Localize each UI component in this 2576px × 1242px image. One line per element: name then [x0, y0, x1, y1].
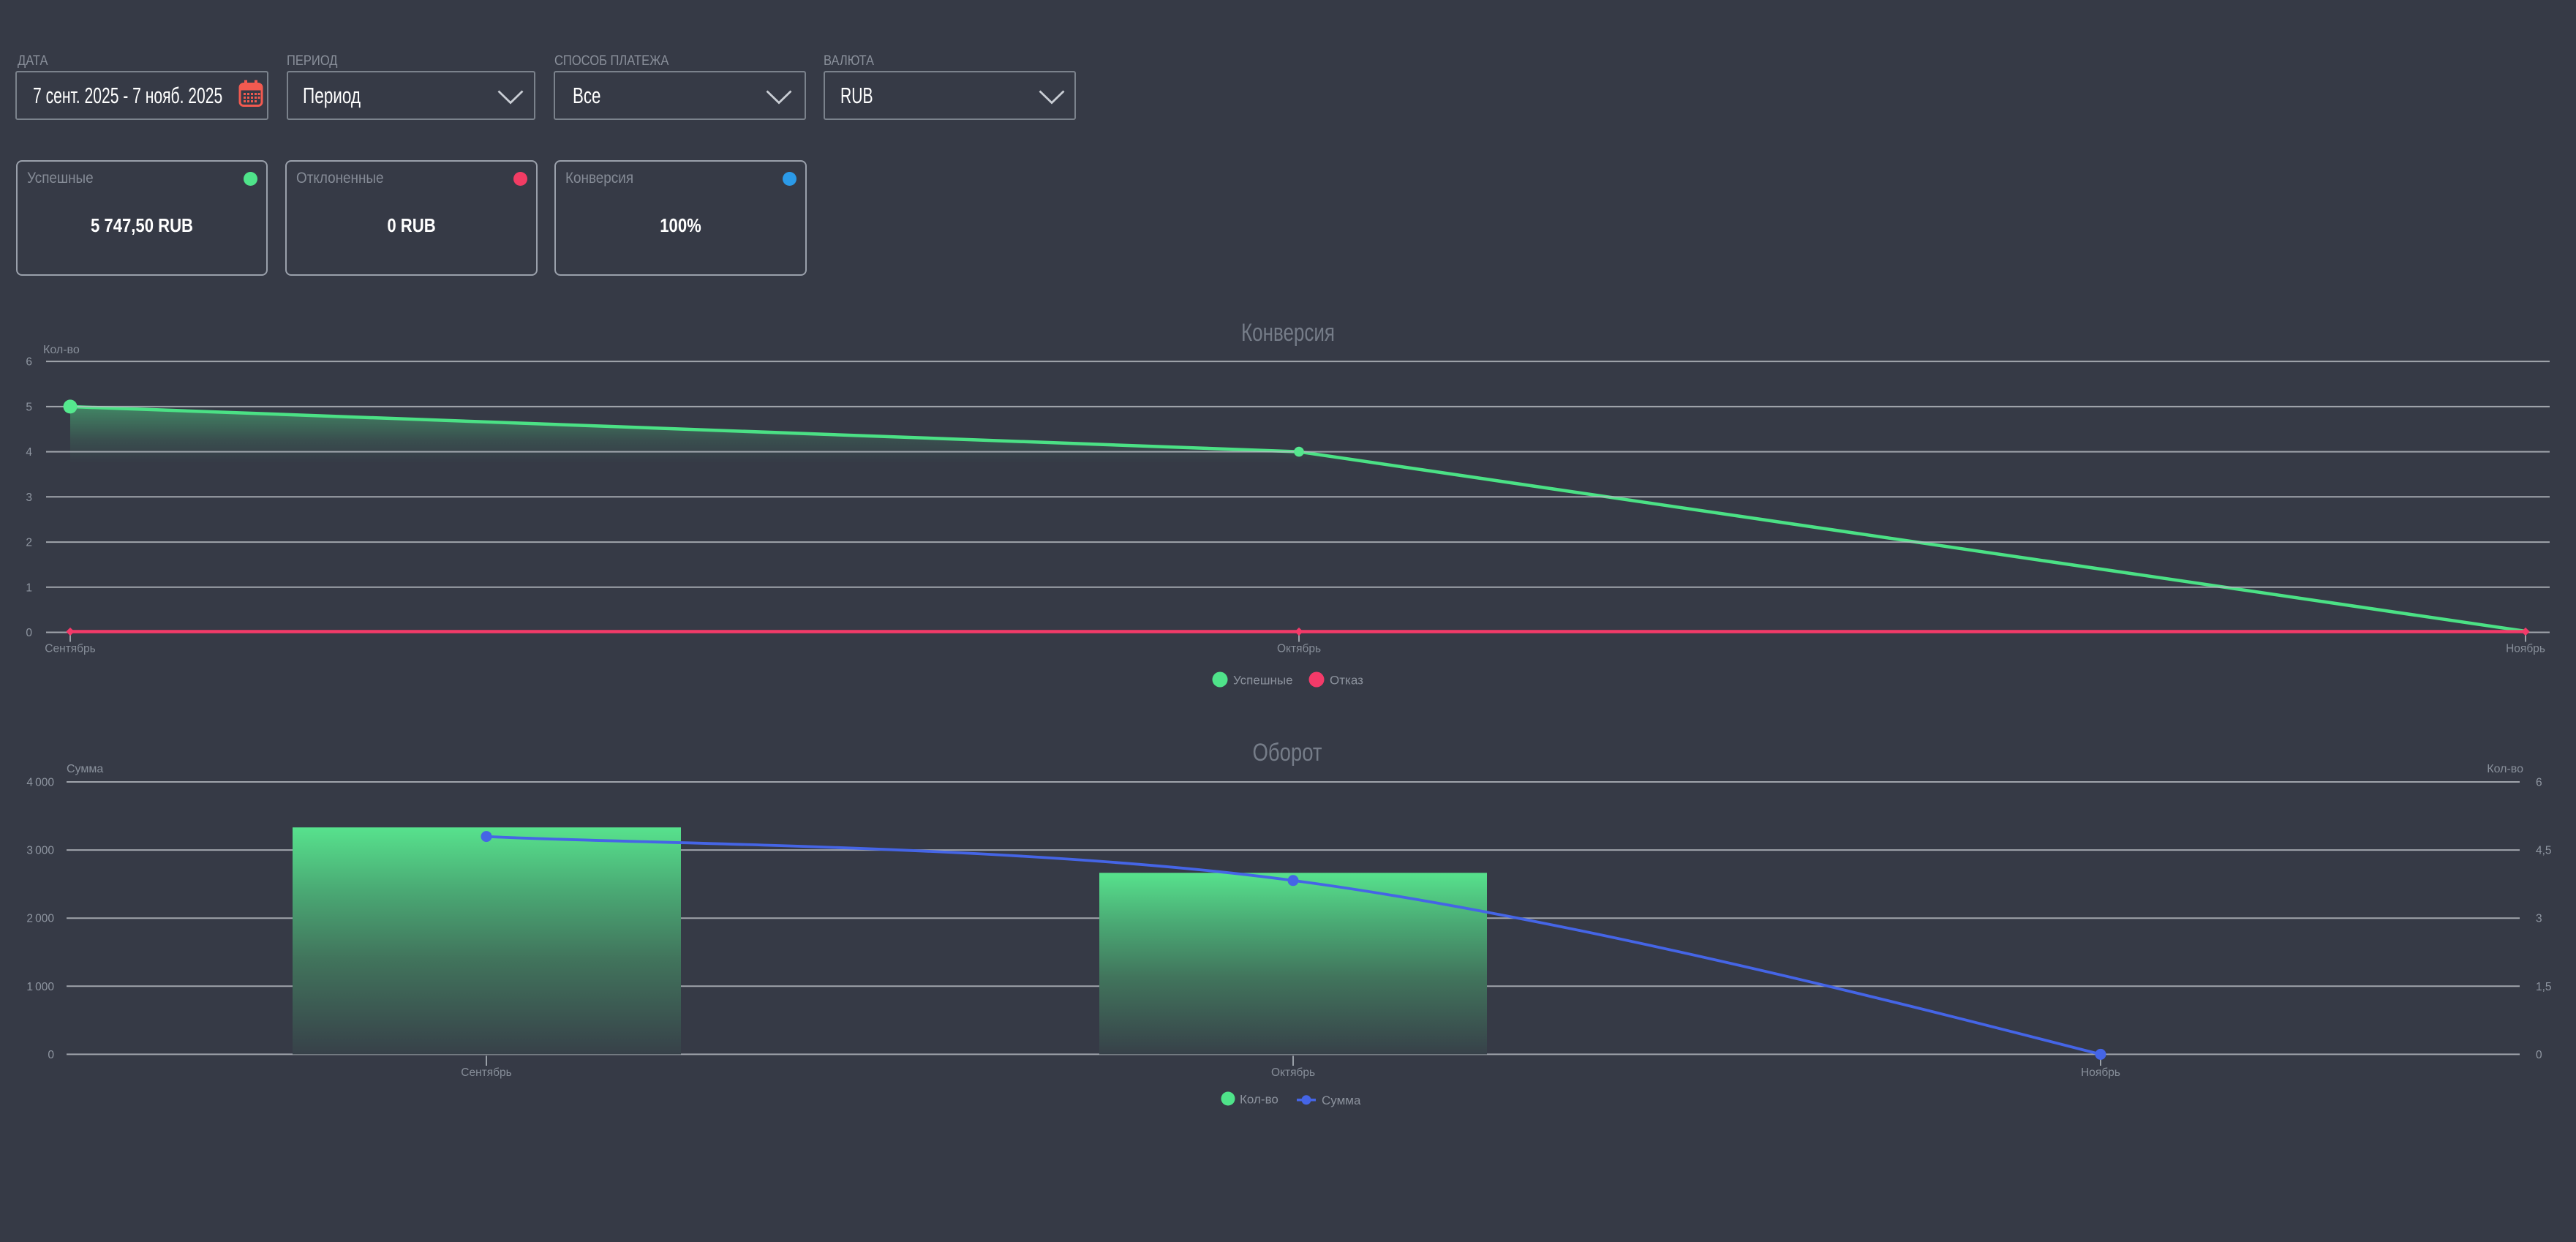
svg-text:0: 0 — [48, 1049, 54, 1061]
svg-text:0: 0 — [2536, 1049, 2542, 1061]
svg-text:Кол-во: Кол-во — [43, 344, 80, 356]
svg-text:Кол-во: Кол-во — [1240, 1093, 1278, 1107]
svg-text:Сентябрь: Сентябрь — [45, 643, 95, 655]
svg-text:Отказ: Отказ — [1330, 674, 1363, 688]
svg-text:3: 3 — [26, 492, 32, 504]
svg-text:1 000: 1 000 — [26, 981, 54, 993]
svg-text:4: 4 — [26, 446, 32, 459]
svg-text:1,5: 1,5 — [2536, 981, 2552, 993]
svg-text:6: 6 — [2536, 777, 2542, 789]
svg-text:4 000: 4 000 — [26, 777, 54, 789]
svg-text:2: 2 — [26, 537, 32, 549]
svg-text:2 000: 2 000 — [26, 913, 54, 925]
svg-text:6: 6 — [26, 356, 32, 369]
svg-text:Сумма: Сумма — [67, 763, 103, 775]
svg-text:5: 5 — [26, 401, 32, 413]
svg-text:Сентябрь: Сентябрь — [461, 1066, 511, 1079]
svg-text:3 000: 3 000 — [26, 845, 54, 857]
svg-text:Успешные: Успешные — [1233, 674, 1293, 688]
svg-text:Ноябрь: Ноябрь — [2506, 643, 2545, 655]
svg-text:Оборот: Оборот — [1253, 739, 1322, 767]
svg-text:Конверсия: Конверсия — [1241, 319, 1335, 347]
svg-text:3: 3 — [2536, 913, 2542, 925]
svg-text:Кол-во: Кол-во — [2487, 763, 2523, 775]
svg-text:Октябрь: Октябрь — [1271, 1066, 1315, 1079]
svg-text:0: 0 — [26, 627, 32, 639]
svg-text:4,5: 4,5 — [2536, 845, 2552, 857]
svg-text:Ноябрь: Ноябрь — [2081, 1066, 2120, 1079]
svg-text:Сумма: Сумма — [1322, 1094, 1361, 1107]
svg-text:Октябрь: Октябрь — [1277, 643, 1321, 655]
svg-text:1: 1 — [26, 582, 32, 594]
